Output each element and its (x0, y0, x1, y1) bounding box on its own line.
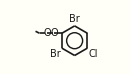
Text: Br: Br (50, 49, 61, 59)
Text: O: O (43, 28, 51, 38)
Text: Cl: Cl (89, 49, 98, 59)
Text: Br: Br (69, 14, 80, 24)
Text: O: O (51, 28, 58, 38)
